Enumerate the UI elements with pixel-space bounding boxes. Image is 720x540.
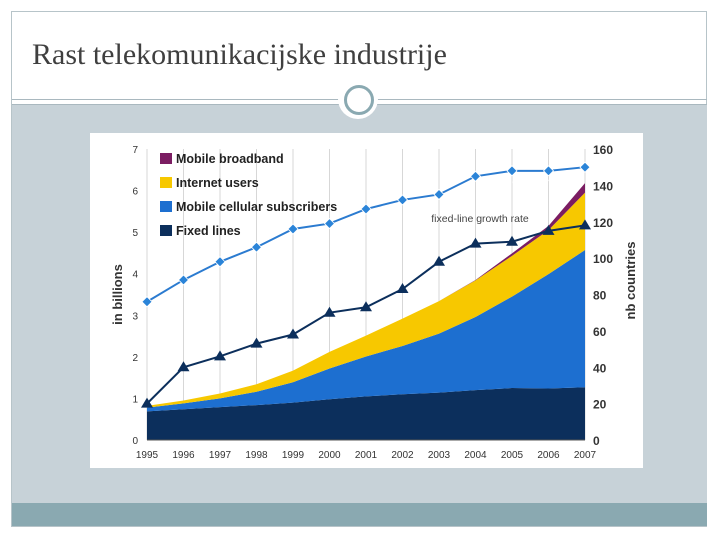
y-right-tick-label: 120	[593, 216, 613, 230]
slide-title: Rast telekomunikacijske industrije	[32, 38, 447, 71]
marker-mobile-growth	[141, 296, 153, 308]
y-left-tick-label: 2	[132, 353, 138, 364]
legend-swatch	[160, 201, 172, 212]
x-tick-label: 2001	[355, 450, 378, 461]
marker-fixed-growth	[214, 350, 226, 361]
y-right-tick-label: 0	[593, 434, 600, 448]
marker-fixed-growth	[287, 328, 299, 339]
marker-fixed-growth	[360, 301, 372, 312]
footer-band	[12, 503, 707, 526]
marker-mobile-growth	[396, 194, 409, 206]
marker-fixed-growth	[469, 237, 482, 248]
x-tick-label: 2005	[501, 450, 524, 461]
legend-swatch	[160, 153, 172, 164]
marker-mobile-growth	[214, 256, 226, 268]
marker-fixed-growth	[141, 397, 153, 408]
x-tick-label: 2003	[428, 450, 451, 461]
y-left-tick-label: 4	[132, 270, 138, 281]
y-left-tick-label: 0	[132, 436, 138, 447]
y-left-tick-label: 7	[132, 145, 138, 156]
area-internet-users	[147, 192, 585, 408]
circle-ornament	[338, 79, 378, 119]
marker-fixed-growth	[177, 361, 190, 372]
marker-mobile-growth	[542, 165, 555, 177]
x-tick-label: 2006	[537, 450, 560, 461]
legend-label: Mobile broadband	[176, 152, 284, 166]
annotation-fixed-growth: fixed-line growth rate	[431, 213, 529, 225]
chart-legend: Mobile broadband Internet users Mobile cel…	[160, 152, 337, 238]
marker-mobile-growth	[579, 161, 591, 173]
y-right-tick-label: 160	[593, 143, 613, 157]
chart-annotations: mobile growth rate fixed-line growth rate	[431, 176, 573, 225]
marker-mobile-growth	[506, 165, 518, 177]
legend-label: Internet users	[176, 176, 259, 190]
marker-fixed-growth	[323, 306, 336, 317]
marker-fixed-growth	[579, 219, 591, 230]
marker-fixed-growth	[250, 337, 263, 348]
marker-mobile-growth	[323, 218, 336, 230]
chart-areas	[147, 183, 585, 440]
annotation-mobile-growth: mobile growth rate	[487, 176, 574, 188]
x-tick-label: 2002	[391, 450, 414, 461]
y-left-tick-label: 1	[132, 394, 138, 405]
y-left-tick-label: 6	[132, 187, 138, 198]
y-right-tick-label: 20	[593, 398, 607, 412]
x-tick-label: 1997	[209, 450, 232, 461]
area-fixed-lines	[147, 387, 585, 440]
marker-fixed-growth	[433, 255, 445, 266]
marker-mobile-growth	[177, 274, 190, 286]
legend-label: Mobile cellular subscribers	[176, 200, 337, 214]
marker-fixed-growth	[506, 235, 518, 246]
legend-label: Fixed lines	[176, 224, 241, 238]
y-right-tick-label: 140	[593, 179, 613, 193]
y-right-tick-label: 80	[593, 289, 607, 303]
x-tick-label: 1996	[172, 450, 195, 461]
x-tick-label: 1999	[282, 450, 305, 461]
y-right-tick-label: 40	[593, 361, 607, 375]
y-right-tick-label: 100	[593, 252, 613, 266]
marker-fixed-growth	[542, 224, 555, 235]
marker-mobile-growth	[469, 170, 482, 182]
legend-swatch	[160, 177, 172, 188]
x-tick-label: 2004	[464, 450, 487, 461]
area-mobile-cellular	[147, 250, 585, 412]
circle-ornament-ring	[344, 85, 374, 115]
chart-axes: 1995 1996 1997 1998 1999 2000 2001 2002 2003 2004…	[110, 143, 638, 461]
y-left-axis-title: in billions	[110, 264, 125, 325]
marker-mobile-growth	[433, 188, 445, 201]
chart-growth-lines	[141, 161, 591, 408]
chart-container: 1995 1996 1997 1998 1999 2000 2001 2002 2003 2004…	[90, 133, 643, 468]
x-tick-label: 1995	[136, 450, 159, 461]
x-tick-label: 2007	[574, 450, 597, 461]
marker-mobile-growth	[360, 203, 372, 215]
marker-mobile-growth	[250, 241, 263, 253]
x-tick-label: 2000	[318, 450, 341, 461]
x-tick-label: 1998	[245, 450, 268, 461]
marker-mobile-growth	[287, 223, 299, 235]
y-right-tick-label: 60	[593, 325, 607, 339]
marker-fixed-growth	[396, 283, 409, 294]
y-left-tick-label: 5	[132, 228, 138, 239]
legend-swatch	[160, 225, 172, 236]
growth-chart: 1995 1996 1997 1998 1999 2000 2001 2002 2003 2004…	[110, 143, 638, 461]
y-right-axis-title: nb countries	[623, 241, 638, 319]
y-left-tick-label: 3	[132, 311, 138, 322]
